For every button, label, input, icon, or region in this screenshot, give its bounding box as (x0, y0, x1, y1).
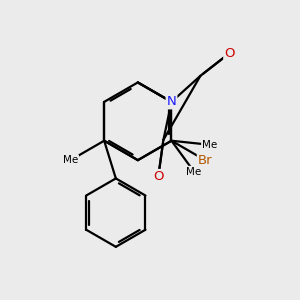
Text: Me: Me (63, 155, 78, 165)
Text: O: O (153, 170, 164, 183)
Text: N: N (167, 95, 176, 108)
Text: Me: Me (186, 167, 202, 177)
Text: Me: Me (202, 140, 217, 150)
Text: Br: Br (198, 154, 212, 167)
Text: O: O (224, 47, 235, 60)
